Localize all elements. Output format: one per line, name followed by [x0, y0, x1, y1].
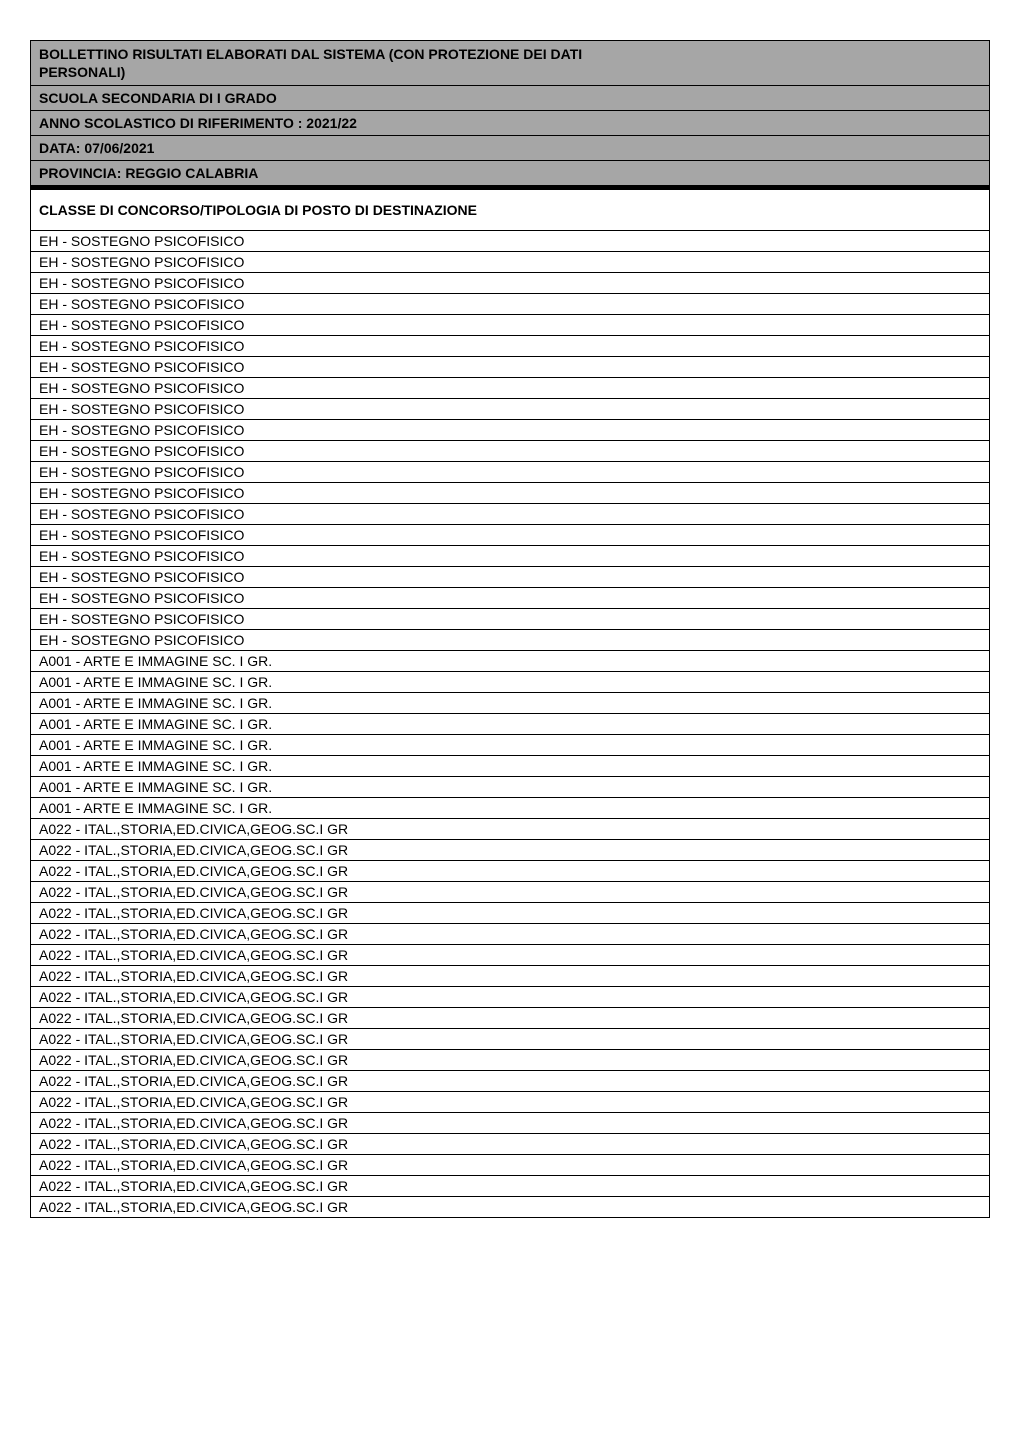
table-row: A022 - ITAL.,STORIA,ED.CIVICA,GEOG.SC.I …	[31, 1155, 989, 1176]
table-row: A022 - ITAL.,STORIA,ED.CIVICA,GEOG.SC.I …	[31, 1176, 989, 1197]
table-row: A022 - ITAL.,STORIA,ED.CIVICA,GEOG.SC.I …	[31, 1008, 989, 1029]
table-row: A022 - ITAL.,STORIA,ED.CIVICA,GEOG.SC.I …	[31, 882, 989, 903]
table-row: EH - SOSTEGNO PSICOFISICO	[31, 378, 989, 399]
table-row: A022 - ITAL.,STORIA,ED.CIVICA,GEOG.SC.I …	[31, 987, 989, 1008]
table-row: EH - SOSTEGNO PSICOFISICO	[31, 441, 989, 462]
table-row: A022 - ITAL.,STORIA,ED.CIVICA,GEOG.SC.I …	[31, 903, 989, 924]
table-row: EH - SOSTEGNO PSICOFISICO	[31, 252, 989, 273]
table-row: A022 - ITAL.,STORIA,ED.CIVICA,GEOG.SC.I …	[31, 1071, 989, 1092]
header-school-level: SCUOLA SECONDARIA DI I GRADO	[31, 86, 989, 111]
header-province: PROVINCIA: REGGIO CALABRIA	[31, 161, 989, 186]
table-row: A022 - ITAL.,STORIA,ED.CIVICA,GEOG.SC.I …	[31, 1197, 989, 1217]
section-header: CLASSE DI CONCORSO/TIPOLOGIA DI POSTO DI…	[31, 190, 989, 231]
table-row: A022 - ITAL.,STORIA,ED.CIVICA,GEOG.SC.I …	[31, 840, 989, 861]
data-rows-container: EH - SOSTEGNO PSICOFISICOEH - SOSTEGNO P…	[31, 231, 989, 1217]
table-row: EH - SOSTEGNO PSICOFISICO	[31, 420, 989, 441]
header-title: BOLLETTINO RISULTATI ELABORATI DAL SISTE…	[31, 41, 989, 86]
table-row: A022 - ITAL.,STORIA,ED.CIVICA,GEOG.SC.I …	[31, 945, 989, 966]
table-row: EH - SOSTEGNO PSICOFISICO	[31, 399, 989, 420]
table-row: A022 - ITAL.,STORIA,ED.CIVICA,GEOG.SC.I …	[31, 1092, 989, 1113]
table-row: A001 - ARTE E IMMAGINE SC. I GR.	[31, 672, 989, 693]
table-row: EH - SOSTEGNO PSICOFISICO	[31, 504, 989, 525]
table-row: EH - SOSTEGNO PSICOFISICO	[31, 588, 989, 609]
table-row: EH - SOSTEGNO PSICOFISICO	[31, 231, 989, 252]
table-row: A022 - ITAL.,STORIA,ED.CIVICA,GEOG.SC.I …	[31, 1134, 989, 1155]
table-row: A001 - ARTE E IMMAGINE SC. I GR.	[31, 714, 989, 735]
table-row: A001 - ARTE E IMMAGINE SC. I GR.	[31, 651, 989, 672]
table-row: A022 - ITAL.,STORIA,ED.CIVICA,GEOG.SC.I …	[31, 1029, 989, 1050]
table-row: A022 - ITAL.,STORIA,ED.CIVICA,GEOG.SC.I …	[31, 1113, 989, 1134]
table-row: A001 - ARTE E IMMAGINE SC. I GR.	[31, 798, 989, 819]
header-title-line1: BOLLETTINO RISULTATI ELABORATI DAL SISTE…	[39, 46, 582, 62]
table-row: EH - SOSTEGNO PSICOFISICO	[31, 630, 989, 651]
table-row: EH - SOSTEGNO PSICOFISICO	[31, 315, 989, 336]
table-row: A022 - ITAL.,STORIA,ED.CIVICA,GEOG.SC.I …	[31, 966, 989, 987]
header-title-line2: PERSONALI)	[39, 64, 125, 80]
table-row: A022 - ITAL.,STORIA,ED.CIVICA,GEOG.SC.I …	[31, 1050, 989, 1071]
table-row: A022 - ITAL.,STORIA,ED.CIVICA,GEOG.SC.I …	[31, 819, 989, 840]
table-row: EH - SOSTEGNO PSICOFISICO	[31, 294, 989, 315]
table-row: A022 - ITAL.,STORIA,ED.CIVICA,GEOG.SC.I …	[31, 924, 989, 945]
table-row: A001 - ARTE E IMMAGINE SC. I GR.	[31, 693, 989, 714]
header-school-year: ANNO SCOLASTICO DI RIFERIMENTO : 2021/22	[31, 111, 989, 136]
document-table: BOLLETTINO RISULTATI ELABORATI DAL SISTE…	[30, 40, 990, 1218]
table-row: EH - SOSTEGNO PSICOFISICO	[31, 336, 989, 357]
table-row: A001 - ARTE E IMMAGINE SC. I GR.	[31, 777, 989, 798]
header-date: DATA: 07/06/2021	[31, 136, 989, 161]
table-row: EH - SOSTEGNO PSICOFISICO	[31, 567, 989, 588]
table-row: EH - SOSTEGNO PSICOFISICO	[31, 357, 989, 378]
table-row: EH - SOSTEGNO PSICOFISICO	[31, 462, 989, 483]
table-row: EH - SOSTEGNO PSICOFISICO	[31, 609, 989, 630]
table-row: A022 - ITAL.,STORIA,ED.CIVICA,GEOG.SC.I …	[31, 861, 989, 882]
table-row: EH - SOSTEGNO PSICOFISICO	[31, 546, 989, 567]
table-row: EH - SOSTEGNO PSICOFISICO	[31, 525, 989, 546]
table-row: A001 - ARTE E IMMAGINE SC. I GR.	[31, 735, 989, 756]
table-row: EH - SOSTEGNO PSICOFISICO	[31, 273, 989, 294]
table-row: EH - SOSTEGNO PSICOFISICO	[31, 483, 989, 504]
table-row: A001 - ARTE E IMMAGINE SC. I GR.	[31, 756, 989, 777]
